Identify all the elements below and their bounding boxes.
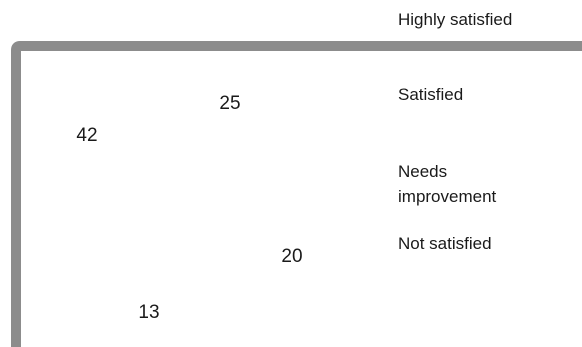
legend-item-highly-satisfied: Highly satisfied — [398, 10, 512, 29]
data-label-highly-satisfied: 42 — [76, 125, 97, 146]
data-label-satisfied: 25 — [219, 93, 240, 114]
legend-item-label: Satisfied — [398, 85, 463, 104]
legend-item-label: Highly satisfied — [398, 10, 512, 29]
data-label-needs-improvement: 20 — [281, 246, 302, 267]
legend-item-label: improvement — [398, 187, 497, 206]
legend-item-needs-improvement: Needs improvement — [398, 162, 497, 206]
legend-item-label: Needs — [398, 162, 447, 181]
plot-area — [21, 51, 582, 347]
legend-item-label: Not satisfied — [398, 234, 492, 253]
data-labels-group: 42 25 20 13 — [76, 93, 302, 323]
legend-item-not-satisfied: Not satisfied — [398, 234, 492, 253]
legend-item-satisfied: Satisfied — [398, 85, 463, 104]
legend: Highly satisfied Satisfied Needs improvemen… — [398, 10, 512, 253]
plot-area-frame — [11, 41, 582, 347]
data-label-not-satisfied: 13 — [138, 302, 159, 323]
